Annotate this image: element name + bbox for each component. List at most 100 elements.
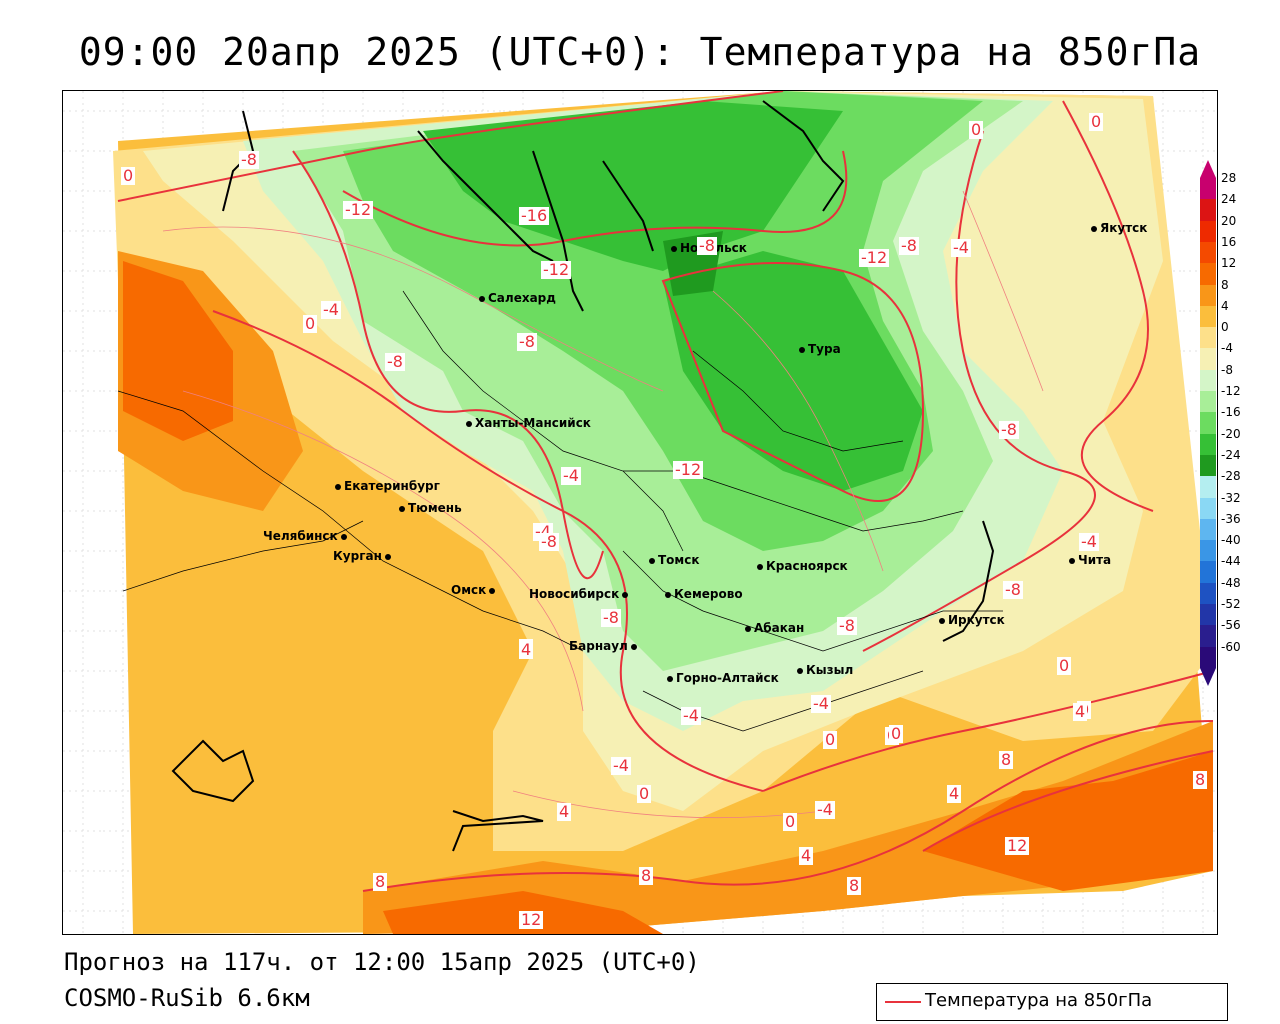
city-khanty-mansiysk: Ханты-Мансийск (466, 416, 591, 430)
city-label: Красноярск (766, 559, 848, 573)
city-marker-icon (335, 483, 341, 490)
contour-label: 0 (303, 314, 318, 333)
city-kemerovo: Кемерово (665, 587, 743, 601)
colorbar-cell (1200, 284, 1216, 307)
colorbar-cell (1200, 561, 1216, 584)
colorbar-cell (1200, 497, 1216, 520)
city-label: Горно-Алтайск (676, 671, 779, 685)
colorbar-tick-label: -60 (1221, 639, 1241, 654)
contour-label: -12 (343, 200, 374, 219)
colorbar-cell (1200, 476, 1216, 499)
city-abakan: Абакан (745, 621, 804, 635)
city-salekhard: Салехард (479, 291, 556, 305)
colorbar-tick-label: 4 (1221, 298, 1229, 313)
colorbar-bottom-arrow-icon (1200, 668, 1216, 686)
colorbar-cell (1200, 433, 1216, 456)
colorbar-tick-label: -20 (1221, 426, 1241, 441)
contour-label: 8 (373, 872, 388, 891)
city-label: Екатеринбург (344, 479, 440, 493)
contour-label: 0 (889, 724, 904, 743)
colorbar-cell (1200, 646, 1216, 669)
colorbar-cell (1200, 518, 1216, 541)
city-marker-icon (1069, 557, 1075, 564)
colorbar-tick-label: 12 (1221, 256, 1237, 271)
city-chita: Чита (1069, 553, 1111, 567)
contour-label: 8 (847, 876, 862, 895)
city-label: Омск (451, 583, 487, 597)
city-marker-icon (939, 617, 945, 624)
city-novosibirsk: Новосибирск (529, 587, 631, 601)
city-krasnoyarsk: Красноярск (757, 559, 848, 573)
city-marker-icon (399, 505, 405, 512)
city-irkutsk: Иркутск (939, 613, 1005, 627)
colorbar-tick-label: -24 (1221, 447, 1241, 462)
colorbar (1200, 160, 1216, 688)
colorbar-tick-label: 28 (1221, 171, 1237, 185)
colorbar-tick-label: 20 (1221, 213, 1237, 228)
colorbar-cell (1200, 625, 1216, 648)
contour-label: -12 (673, 460, 704, 479)
city-marker-icon (1091, 225, 1097, 232)
colorbar-tick-label: -52 (1221, 597, 1241, 612)
contour-label: -8 (697, 236, 717, 255)
contour-label: -12 (859, 248, 890, 267)
city-label: Якутск (1100, 221, 1148, 235)
colorbar-cell (1200, 199, 1216, 222)
contour-label: -4 (611, 756, 631, 775)
contour-label: 4 (947, 784, 962, 803)
contour-label: -4 (321, 300, 341, 319)
city-kyzyl: Кызыл (797, 663, 853, 677)
contour-label: -8 (601, 608, 621, 627)
city-gorno-altaysk: Горно-Алтайск (667, 671, 779, 685)
contour-label: -8 (239, 150, 259, 169)
city-label: Салехард (488, 291, 556, 305)
colorbar-tick-label: -12 (1221, 384, 1241, 399)
colorbar-cell (1200, 369, 1216, 392)
colorbar-cell (1200, 348, 1216, 371)
colorbar-cell (1200, 391, 1216, 413)
colorbar-cell (1200, 412, 1216, 435)
city-marker-icon (489, 587, 496, 594)
colorbar-cell (1200, 241, 1216, 264)
city-label: Томск (658, 553, 700, 567)
city-marker-icon (479, 295, 485, 302)
contour-label: -8 (517, 332, 537, 351)
contour-label: -8 (999, 420, 1019, 439)
city-marker-icon (649, 557, 655, 564)
colorbar-tick-label: -28 (1221, 469, 1241, 484)
city-marker-icon (384, 553, 391, 560)
contour-label: 0 (1057, 656, 1072, 675)
colorbar-tick-label: -44 (1221, 554, 1241, 569)
contour-label: 0 (823, 730, 838, 749)
colorbar-tick-label: 0 (1221, 320, 1229, 335)
isotherm-line-icon (885, 1001, 921, 1003)
city-label: Иркутск (948, 613, 1005, 627)
city-marker-icon (665, 591, 671, 598)
contour-label: -4 (681, 706, 701, 725)
contour-label: -16 (519, 206, 550, 225)
colorbar-tick-label: -4 (1221, 341, 1233, 356)
colorbar-tick-label: -16 (1221, 405, 1241, 420)
city-label: Курган (333, 549, 382, 563)
city-marker-icon (622, 591, 629, 598)
contour-label: 8 (999, 750, 1014, 769)
city-marker-icon (797, 667, 803, 674)
temperature-map: Салехард Норильск Якутск Тура Ханты-Манс… (62, 90, 1218, 935)
model-label: COSMO-RuSib 6.6км (64, 984, 310, 1012)
legend-label: Температура на 850гПа (925, 990, 1153, 1011)
contour-label: 4 (519, 640, 534, 659)
colorbar-cell (1200, 604, 1216, 626)
city-tyumen: Тюмень (399, 501, 462, 515)
contour-label: 8 (1193, 770, 1208, 789)
contour-label: 0 (969, 120, 984, 139)
city-marker-icon (799, 346, 805, 353)
contour-label: -4 (561, 466, 581, 485)
city-label: Кызыл (806, 663, 854, 677)
legend-box: Температура на 850гПа (876, 983, 1228, 1021)
contour-label: 12 (1005, 836, 1030, 855)
contour-label: -12 (541, 260, 572, 279)
colorbar-cell (1200, 305, 1216, 328)
city-marker-icon (667, 675, 673, 682)
colorbar-cell (1200, 220, 1216, 243)
contour-label: 4 (1073, 702, 1088, 721)
